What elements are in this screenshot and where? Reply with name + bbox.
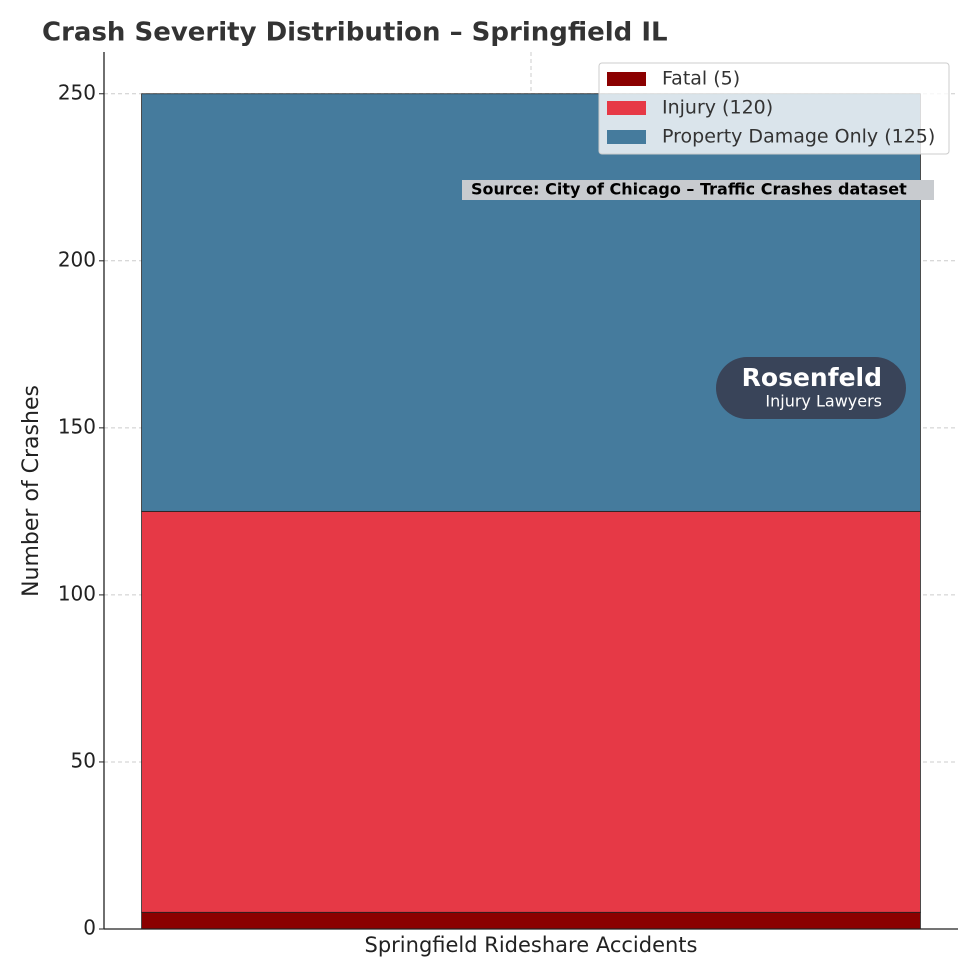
logo-name: Rosenfeld <box>742 363 882 392</box>
annotation: Source: City of Chicago – Traffic Crashe… <box>471 180 907 199</box>
legend-swatch <box>607 130 646 144</box>
legend-label: Property Damage Only (125) <box>662 126 935 148</box>
x-tick-label: Springfield Rideshare Accidents <box>365 933 698 957</box>
bars <box>141 93 921 930</box>
y-tick-label: 150 <box>58 414 96 438</box>
y-axis-label: Number of Crashes <box>19 385 44 597</box>
bar-segment <box>141 510 921 913</box>
y-tick-label: 200 <box>58 247 96 271</box>
y-tick-label: 0 <box>83 916 96 940</box>
logo-tagline: Injury Lawyers <box>765 392 882 411</box>
legend-swatch <box>607 72 646 86</box>
annotation-box <box>462 180 934 200</box>
bar-segment <box>141 911 921 930</box>
y-tick-label: 250 <box>58 80 96 104</box>
legend-box <box>598 62 950 155</box>
legend-swatch <box>607 101 646 115</box>
bar-segment <box>141 93 921 512</box>
chart-title: Crash Severity Distribution – Springfiel… <box>42 18 668 48</box>
logo-pill <box>716 357 906 419</box>
y-tick-label: 100 <box>58 581 96 605</box>
legend-label: Injury (120) <box>662 97 773 119</box>
legend-label: Fatal (5) <box>662 68 740 90</box>
y-tick-label: 50 <box>71 748 96 772</box>
